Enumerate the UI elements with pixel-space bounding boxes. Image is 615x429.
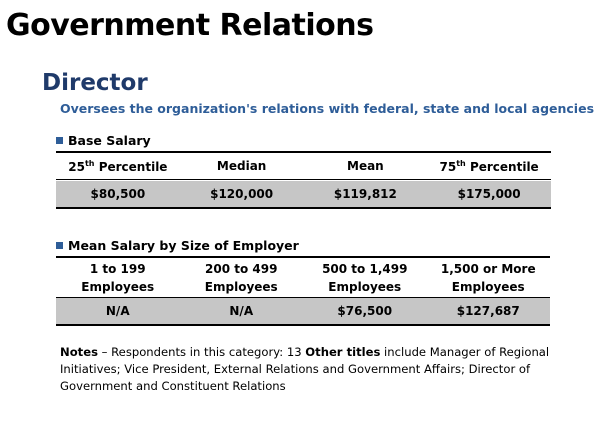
value-200-to-499: N/A — [229, 304, 254, 318]
value-500-to-1499: $76,500 — [337, 304, 393, 318]
value-median: $120,000 — [210, 187, 274, 201]
value-1500-or-more: $127,687 — [456, 304, 520, 318]
other-titles-label: Other titles — [305, 345, 381, 359]
base-salary-bottom-rule — [56, 207, 551, 209]
header-75th-percentile: 75th Percentile — [439, 158, 539, 174]
job-description: Oversees the organization's relations wi… — [60, 101, 595, 116]
mean-by-size-top-rule — [56, 256, 550, 258]
base-salary-header-row: 25th Percentile Median Mean 75th Percent… — [56, 156, 551, 176]
value-75th-percentile: $175,000 — [457, 187, 521, 201]
mean-by-size-heading: Mean Salary by Size of Employer — [56, 238, 299, 253]
notes-text: – Respondents in this category: 13 — [97, 345, 306, 359]
bullet-square-icon — [56, 137, 63, 144]
header-25th-percentile: 25th Percentile — [68, 158, 168, 174]
other-titles-text: include Manager of Regional Initiatives;… — [60, 345, 550, 393]
mean-by-size-value-row: N/A N/A $76,500 $127,687 — [56, 298, 550, 324]
base-salary-heading: Base Salary — [56, 133, 151, 148]
value-mean: $119,812 — [333, 187, 397, 201]
header-500-to-1499: 500 to 1,499 Employees — [322, 262, 408, 294]
mean-by-size-bottom-rule — [56, 324, 550, 326]
bullet-square-icon — [56, 242, 63, 249]
base-salary-mid-rule — [56, 179, 551, 180]
notes-label: Notes — [60, 345, 98, 359]
mean-by-size-heading-label: Mean Salary by Size of Employer — [68, 238, 299, 253]
header-200-to-499: 200 to 499 Employees — [204, 262, 278, 294]
mean-by-size-header-row: 1 to 199 Employees 200 to 499 Employees 50… — [56, 260, 550, 296]
base-salary-heading-label: Base Salary — [68, 133, 151, 148]
base-salary-top-rule — [56, 151, 551, 153]
job-title: Director — [42, 70, 148, 96]
page-title: Government Relations — [6, 8, 374, 43]
value-1-to-199: N/A — [105, 304, 130, 318]
header-median: Median — [216, 159, 267, 173]
base-salary-value-row: $80,500 $120,000 $119,812 $175,000 — [56, 181, 551, 207]
header-1500-or-more: 1,500 or More Employees — [440, 262, 536, 294]
value-25th-percentile: $80,500 — [90, 187, 146, 201]
mean-by-size-mid-rule — [56, 297, 550, 298]
header-mean: Mean — [347, 159, 384, 173]
header-1-to-199: 1 to 199 Employees — [81, 262, 155, 294]
notes-paragraph: Notes – Respondents in this category: 13… — [60, 344, 580, 395]
